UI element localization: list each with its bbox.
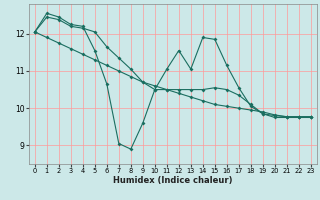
X-axis label: Humidex (Indice chaleur): Humidex (Indice chaleur) <box>113 176 233 185</box>
